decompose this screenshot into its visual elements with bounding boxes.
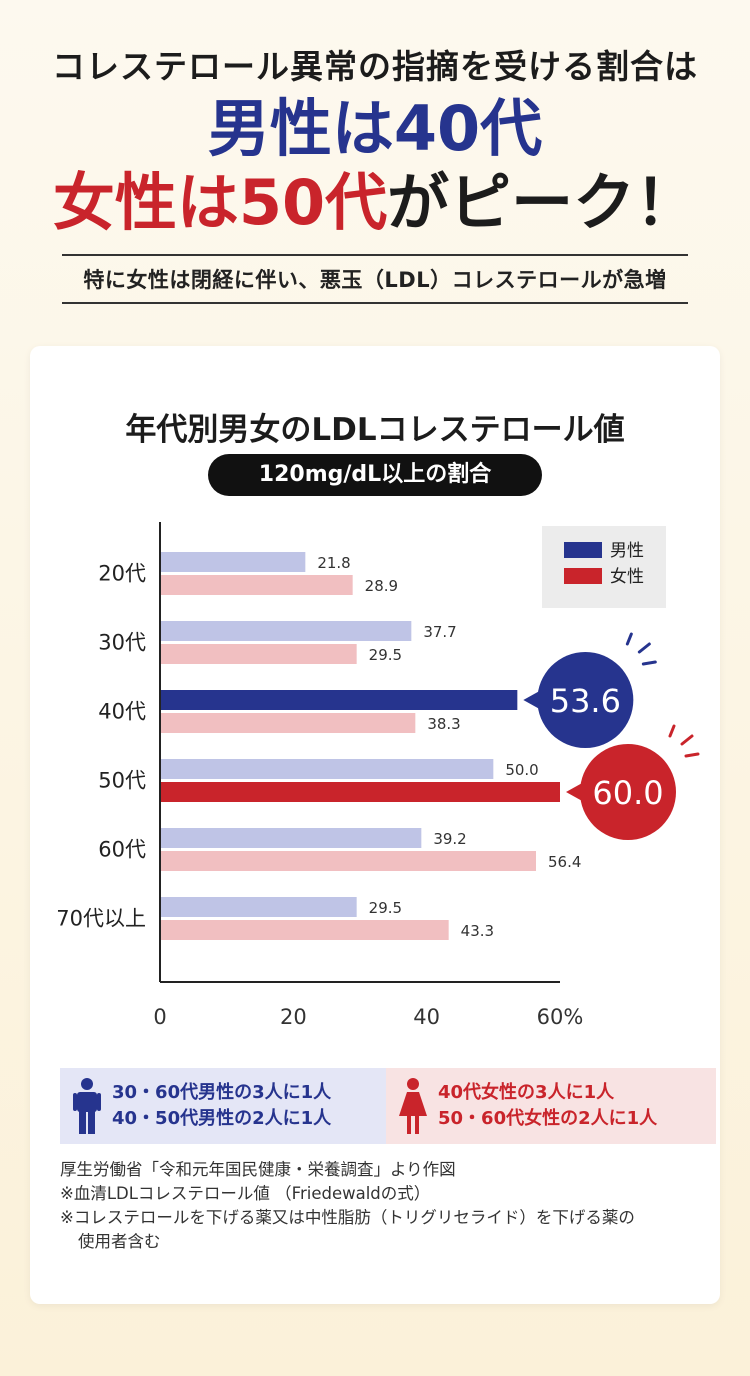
legend-male-swatch [564,542,602,558]
value-label: 29.5 [369,899,402,917]
female-bar [161,920,449,940]
x-tick-label: 40 [413,1005,440,1029]
callout-bubble-pointer [566,782,584,802]
headline-peak-part: がピーク！ [387,166,698,239]
category-label: 70代以上 [56,907,146,931]
headline-female: 女性は50代がピーク！ [0,172,750,234]
callout-bubble [580,744,676,840]
value-label: 29.5 [369,646,402,664]
emphasis-mark [641,660,657,666]
emphasis-mark [625,632,633,646]
callout-bubble-value: 53.6 [550,682,621,720]
method-note: ※血清LDLコレステロール値 （Friedewaldの式） [60,1184,431,1203]
female-callout-line-2: 50・60代女性の2人に1人 [438,1108,658,1129]
source-note: 厚生労働省「令和元年国民健康・栄養調査」より作図 [60,1160,456,1179]
male-callout-line-2: 40・50代男性の2人に1人 [112,1108,332,1129]
value-label: 39.2 [433,830,466,848]
value-label: 28.9 [365,577,398,595]
category-label: 60代 [98,838,146,862]
female-bar [161,713,416,733]
x-tick-label: 60% [537,1005,584,1029]
value-label: 21.8 [317,554,350,572]
category-label: 30代 [98,631,146,655]
headline-female-part: 女性は50代 [52,166,388,239]
medication-note-cont: 使用者含む [78,1232,161,1251]
callout-bubble-value: 60.0 [592,774,663,812]
lead-text: コレステロール異常の指摘を受ける割合は [52,47,698,86]
category-label: 20代 [98,562,146,586]
category-label: 50代 [98,769,146,793]
callout-bubble-pointer [523,690,542,710]
female-bar [161,575,353,595]
female-callout: 40代女性の3人に1人 50・60代女性の2人に1人 [386,1068,716,1144]
top-rule [62,254,688,256]
medication-note: ※コレステロールを下げる薬又は中性脂肪（トリグリセライド）を下げる薬の [60,1208,635,1227]
value-label: 50.0 [505,761,538,779]
emphasis-mark [680,734,694,746]
male-bar [161,828,422,848]
bottom-rule [62,302,688,304]
emphasis-mark [684,752,700,758]
chart-title: 年代別男女のLDLコレステロール値 [125,412,625,448]
male-bar [161,759,494,779]
female-callout-line-1: 40代女性の3人に1人 [438,1082,615,1103]
female-bar [161,851,536,871]
legend-box [542,526,666,608]
value-label: 38.3 [427,715,460,733]
legend-male-label: 男性 [610,541,644,561]
category-label: 40代 [98,700,146,724]
male-bar [161,621,412,641]
x-tick-label: 20 [280,1005,307,1029]
male-bar [161,552,306,572]
female-person-icon [399,1078,427,1134]
legend-female-label: 女性 [610,567,644,587]
bar-chart: 0 20 40 60% 20代 21.8 28.9 30代 37.7 29.5 40代 38.3 50代… [56,522,700,1029]
subtitle: 特に女性は閉経に伴い、悪玉（LDL）コレステロールが急増 [83,268,667,292]
emphasis-mark [637,642,651,654]
headline-male: 男性は40代 [207,92,543,165]
chart-card: 年代別男女のLDLコレステロール値 120mg/dL以上の割合 0 20 40 60%… [30,346,720,1304]
emphasis-mark [668,724,676,738]
x-tick-label: 0 [153,1005,166,1029]
male-bar [161,690,518,710]
male-callout-line-1: 30・60代男性の3人に1人 [112,1082,332,1103]
callout-bubble [537,652,634,748]
value-label: 56.4 [548,853,581,871]
male-callout: 30・60代男性の3人に1人 40・50代男性の2人に1人 [60,1068,390,1144]
chart-subtitle-pill: 120mg/dL以上の割合 [208,454,542,496]
legend-female-swatch [564,568,602,584]
male-person-icon [73,1078,101,1134]
value-label: 37.7 [423,623,456,641]
female-bar [161,782,560,802]
male-bar [161,897,357,917]
value-label: 43.3 [461,922,494,940]
female-bar [161,644,357,664]
